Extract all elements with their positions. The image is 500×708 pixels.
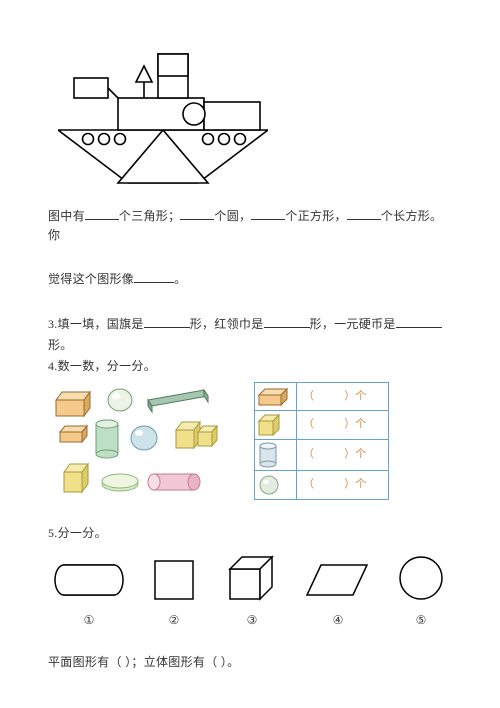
- blank[interactable]: [347, 206, 381, 220]
- text: 个圆，: [214, 209, 251, 223]
- shape-cylinder: ①: [54, 557, 124, 630]
- q3-line: 3.填一填，国旗是 形，红领巾是 形，一元硬币是: [48, 314, 452, 334]
- count-cell[interactable]: （ ）个: [297, 411, 389, 440]
- table-row: （ ）个: [255, 383, 389, 411]
- icon-cube: [255, 411, 297, 440]
- blank[interactable]: [144, 314, 190, 328]
- text: 个三角形；: [119, 209, 181, 223]
- shape-cube: ③: [224, 553, 280, 630]
- boat-figure: [58, 38, 452, 188]
- label: ②: [149, 611, 199, 630]
- text: 图中有: [48, 209, 85, 223]
- boat-svg: [58, 38, 268, 188]
- blank[interactable]: [396, 314, 442, 328]
- text: 。: [174, 272, 186, 286]
- label: ①: [54, 611, 124, 630]
- table-row: （ ）个: [255, 411, 389, 440]
- blank[interactable]: [134, 269, 174, 283]
- blank[interactable]: [85, 206, 119, 220]
- blank[interactable]: [264, 314, 310, 328]
- icon-cylinder: [255, 440, 297, 471]
- q5-title: 5.分一分。: [48, 524, 452, 543]
- text: 形，一元硬币是: [310, 317, 396, 331]
- q3-line2: 形。: [48, 336, 452, 355]
- blank[interactable]: [251, 206, 285, 220]
- shape-parallelogram: ④: [305, 557, 371, 630]
- q4-title: 4.数一数，分一分。: [48, 357, 452, 376]
- table-row: （ ）个: [255, 471, 389, 500]
- count-cell[interactable]: （ ）个: [297, 440, 389, 471]
- text: 3.填一填，国旗是: [48, 317, 144, 331]
- text: 形。: [48, 338, 73, 352]
- icon-sphere: [255, 471, 297, 500]
- blank[interactable]: [180, 206, 214, 220]
- shapes-scatter: [48, 382, 228, 502]
- count-cell[interactable]: （ ）个: [297, 471, 389, 500]
- count-cell[interactable]: （ ）个: [297, 383, 389, 411]
- shape-square: ②: [149, 557, 199, 630]
- q5-row: ① ② ③ ④ ⑤: [54, 553, 446, 630]
- label: ⑤: [396, 611, 446, 630]
- shape-circle: ⑤: [396, 553, 446, 630]
- q4-content: （ ）个 （ ）个 （ ）个 （ ）个: [48, 382, 452, 502]
- text: 个正方形，: [285, 209, 347, 223]
- text: 觉得这个图形像: [48, 272, 134, 286]
- icon-cuboid: [255, 383, 297, 411]
- label: ③: [224, 611, 280, 630]
- q-boat-line1: 图中有个三角形；个圆，个正方形，个长方形。你: [48, 206, 452, 245]
- text: 形，红领巾是: [190, 317, 264, 331]
- count-table: （ ）个 （ ）个 （ ）个 （ ）个: [254, 382, 389, 500]
- q-boat-line2: 觉得这个图形像 。: [48, 269, 452, 289]
- q5-answer: 平面图形有（ ）；立体图形有（ ）。: [48, 653, 452, 672]
- label: ④: [305, 611, 371, 630]
- table-row: （ ）个: [255, 440, 389, 471]
